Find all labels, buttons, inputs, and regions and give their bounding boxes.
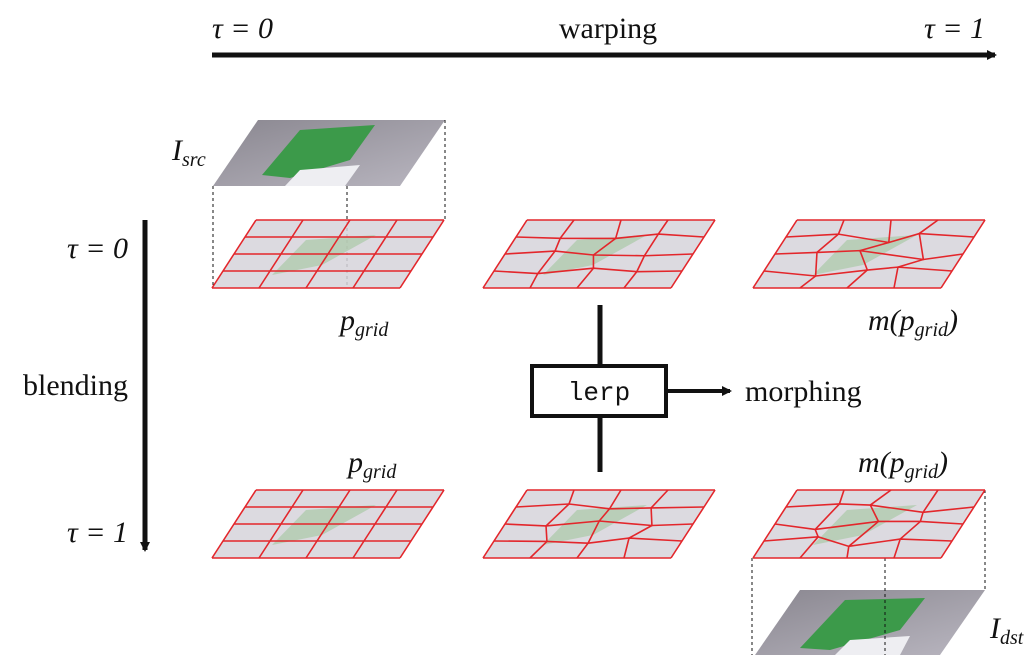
source-label: Isrc xyxy=(171,134,206,171)
warping-label: warping xyxy=(559,12,657,45)
label-sub: grid xyxy=(915,319,949,341)
side-tau-start: τ = 0 xyxy=(67,232,128,265)
blending-label: blending xyxy=(23,369,128,402)
grid-top-label: pgrid xyxy=(338,304,389,341)
mapped-top-label: m(pgrid) xyxy=(868,304,958,341)
label-base: m(p xyxy=(858,446,905,479)
tau-start: τ = 0 xyxy=(212,12,273,45)
destination-image xyxy=(755,590,985,655)
label-sub: dst xyxy=(1000,627,1024,649)
label-base: m(p xyxy=(868,304,915,337)
destination-label: Idst xyxy=(989,612,1024,649)
label-base: p xyxy=(346,446,363,479)
lerp-label: lerp xyxy=(568,378,630,408)
side-tau-end: τ = 1 xyxy=(67,516,128,549)
label-sub: grid xyxy=(355,319,389,341)
label-sub: grid xyxy=(905,461,939,483)
label-tail: ) xyxy=(946,304,958,337)
label-base: p xyxy=(338,304,355,337)
label-sub: src xyxy=(182,149,206,171)
label-sub: grid xyxy=(363,461,397,483)
morphing-label: morphing xyxy=(745,375,862,408)
grid-bottom-label: pgrid xyxy=(346,446,397,483)
mapped-bottom-label: m(pgrid) xyxy=(858,446,948,483)
diagram: τ = 0 warping τ = 1 τ = 0 blending τ = 1… xyxy=(0,0,1027,655)
source-image xyxy=(213,120,445,186)
label-tail: ) xyxy=(936,446,948,479)
tau-end: τ = 1 xyxy=(924,12,985,45)
